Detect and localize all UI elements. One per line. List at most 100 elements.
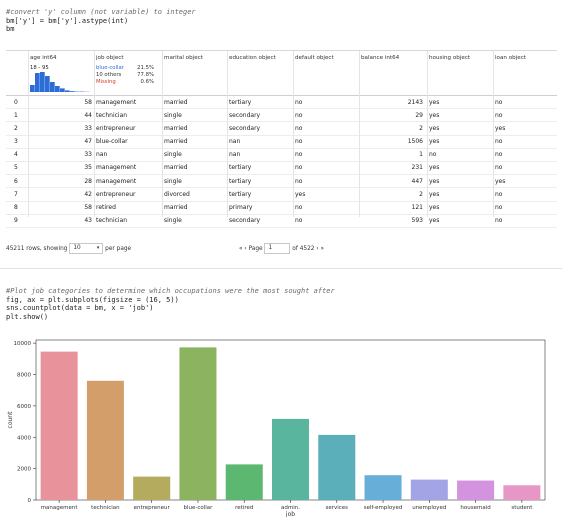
cell-job: entrepreneur [96, 190, 136, 198]
cell-education: secondary [229, 217, 261, 225]
histogram-bar [65, 90, 70, 92]
cell-default: no [295, 98, 303, 106]
cell-education: tertiary [229, 177, 252, 185]
table-body: 0 58 management married tertiary no 2143 yes no 1… [6, 96, 557, 228]
table-row[interactable]: 8 58 retired married primary no 121 yes no [6, 202, 557, 215]
job-summary-item: blue-collar 21.5% [96, 65, 156, 72]
x-tick-label: unemployed [412, 505, 446, 511]
column-header-4[interactable]: default object [295, 55, 334, 61]
y-tick-label: 0 [28, 498, 32, 504]
column-divider [162, 51, 163, 217]
page-size-value: 10 [73, 245, 81, 251]
table-row[interactable]: 6 28 management single tertiary no 447 yes yes [6, 175, 557, 189]
cell-divider [0, 268, 562, 269]
column-header-label: default object [295, 55, 334, 61]
column-header-3[interactable]: education object [229, 55, 276, 61]
cell-marital: married [164, 124, 188, 132]
table-row[interactable]: 9 43 technician single secondary no 593 yes no [6, 215, 557, 228]
cell-loan: no [495, 138, 503, 146]
column-header-2[interactable]: marital object [164, 55, 203, 61]
column-header-0[interactable]: age int64 [30, 55, 57, 61]
page-label: Page [248, 246, 263, 252]
cell-default: no [295, 164, 303, 172]
cell-marital: single [164, 217, 182, 225]
column-header-label: education object [229, 55, 276, 61]
cell-job: management [96, 177, 137, 185]
code-cell-convert[interactable]: #convert 'y' column (not variable) to in… [6, 8, 196, 34]
cell-balance: 1506 [407, 138, 423, 146]
age-range: 18 - 95 [30, 65, 49, 71]
column-header-label: loan object [495, 55, 526, 61]
cell-marital: married [164, 98, 188, 106]
cell-loan: yes [495, 177, 506, 185]
cell-balance: 2143 [407, 98, 423, 106]
table-row[interactable]: 5 35 management married tertiary no 231 yes no [6, 162, 557, 176]
table-row[interactable]: 2 33 entrepreneur married secondary no 2 yes yes [6, 122, 557, 136]
cell-loan: no [495, 190, 503, 198]
column-header-label: balance int64 [361, 55, 400, 61]
cell-loan: no [495, 111, 503, 119]
cell-housing: yes [429, 177, 440, 185]
bar-retired [225, 464, 263, 500]
cell-marital: married [164, 164, 188, 172]
first-page-icon[interactable]: « [239, 246, 243, 252]
cell-marital: single [164, 151, 182, 159]
cell-marital: married [164, 204, 188, 211]
column-divider [28, 51, 29, 217]
x-tick-label: retired [235, 505, 253, 511]
histogram-bar [35, 73, 40, 92]
x-tick-label: entrepreneur [134, 505, 171, 511]
histogram-bar [70, 91, 75, 92]
column-header-7[interactable]: loan object [495, 55, 526, 61]
column-header-1[interactable]: job object [96, 55, 124, 61]
table-row[interactable]: 3 47 blue-collar married nan no 1506 yes no [6, 136, 557, 149]
cell-balance: 2 [419, 190, 423, 198]
cell-age: 58 [84, 98, 92, 106]
cell-default: no [295, 151, 303, 159]
cell-loan: no [495, 151, 503, 159]
column-divider [493, 51, 494, 217]
code-line: fig, ax = plt.subplots(figsize = (16, 5)… [6, 295, 179, 304]
cell-marital: single [164, 177, 182, 185]
page-number-input[interactable]: 1 [264, 243, 291, 254]
table-row[interactable]: 1 44 technician single secondary no 29 yes no [6, 109, 557, 123]
prev-page-icon[interactable]: ‹ [244, 246, 247, 252]
bar-management [40, 351, 78, 500]
cell-age: 33 [84, 151, 92, 159]
last-page-icon[interactable]: » [320, 246, 325, 252]
next-page-icon[interactable]: › [316, 246, 319, 252]
histogram-bar [45, 76, 50, 92]
x-tick-label: admin. [281, 505, 300, 511]
x-tick-label: student [511, 505, 533, 511]
cell-job: blue-collar [96, 138, 128, 146]
column-header-5[interactable]: balance int64 [361, 55, 399, 61]
row-index: 0 [14, 98, 18, 106]
pager: « ‹ Page 1 of 4522 › » [239, 243, 324, 254]
x-tick-label: management [41, 505, 79, 511]
table-row[interactable]: 7 42 entrepreneur divorced tertiary yes 2 yes no [6, 188, 557, 202]
table-header: age int64 job object marital object educati… [6, 51, 557, 96]
table-pagination: 45211 rows, showing 10 ▾ per page « ‹ Pa… [6, 243, 557, 254]
code-line: bm [6, 25, 15, 34]
histogram-bar [60, 88, 65, 92]
x-tick-label: self-employed [364, 505, 403, 511]
histogram-bar [30, 85, 35, 92]
histogram-bar [50, 82, 55, 92]
cell-age: 47 [84, 138, 92, 146]
column-header-6[interactable]: housing object [429, 55, 470, 61]
table-row[interactable]: 0 58 management married tertiary no 2143 yes no [6, 96, 557, 110]
code-cell-plot[interactable]: #Plot job categories to determine which … [6, 287, 335, 321]
cell-age: 35 [84, 164, 92, 172]
bar-admin. [271, 418, 310, 500]
page-size-select[interactable]: 10 ▾ [69, 243, 104, 254]
age-histogram [30, 72, 90, 92]
row-index: 1 [14, 111, 18, 119]
y-tick-label: 2000 [17, 467, 31, 473]
y-axis-label: count [7, 411, 14, 429]
table-row[interactable]: 4 33 nan single nan no 1 no no [6, 149, 557, 162]
code-line: bm['y'] = bm['y'].astype(int) [6, 16, 129, 25]
cell-housing: yes [429, 164, 440, 172]
x-tick-label: housemaid [460, 505, 490, 511]
cell-education: tertiary [229, 190, 252, 198]
cell-loan: no [495, 217, 503, 225]
